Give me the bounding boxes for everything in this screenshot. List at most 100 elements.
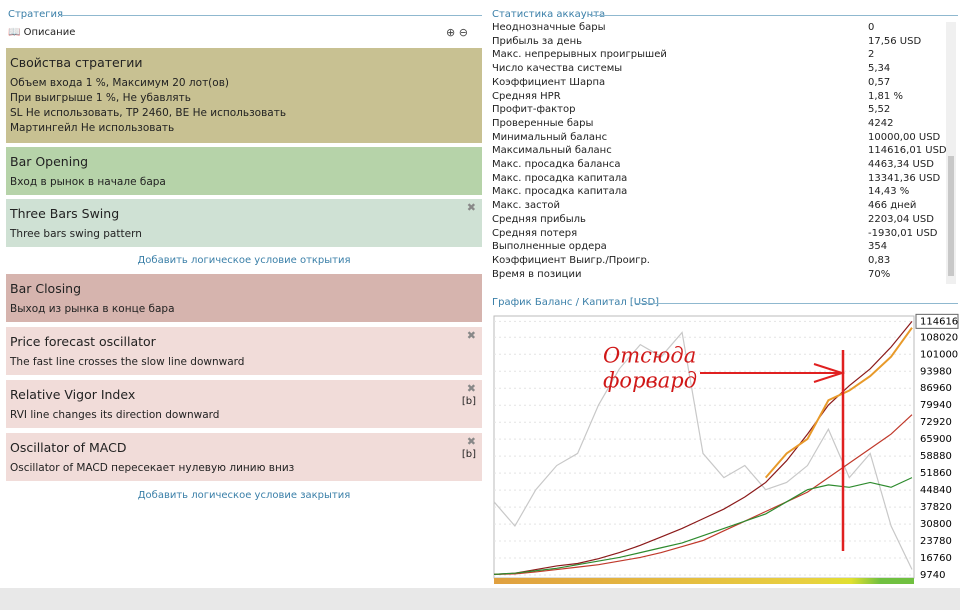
panel-title: Статистика аккаунта	[492, 9, 606, 20]
y-tick-label: 16760	[920, 553, 952, 564]
condition-block[interactable]: Bar Closing Выход из рынка в конце бара	[6, 274, 482, 322]
status-bar	[0, 588, 960, 610]
condition-block[interactable]: Relative Vigor Index RVI line changes its…	[6, 380, 482, 428]
stat-name: Макс. просадка капитала	[492, 186, 628, 198]
block-title: Three Bars Swing	[10, 206, 120, 221]
y-tick-label: 9740	[920, 570, 945, 581]
stat-name: Макс. просадка баланса	[492, 159, 621, 170]
stat-value: 2203,04 USD	[868, 213, 934, 225]
block-title: Bar Opening	[10, 154, 89, 169]
stat-value: 5,34	[868, 63, 891, 75]
properties-block[interactable]: Свойства стратегии Объем входа 1 %, Макс…	[6, 48, 482, 143]
block-text: Вход в рынок в начале бара	[10, 176, 166, 188]
stat-name: Средняя прибыль	[492, 213, 586, 225]
stat-name: Проверенные бары	[492, 117, 594, 129]
rule	[590, 15, 958, 16]
block-line: SL Не использовать, TP 2460, BE Не испол…	[10, 107, 287, 119]
remove-button[interactable]: ✖	[466, 382, 476, 395]
stat-name: Средняя потеря	[492, 227, 578, 239]
stat-name: Минимальный баланс	[492, 131, 608, 143]
stat-value: 1,81 %	[868, 90, 903, 102]
block-line: При выигрыше 1 %, Не убавлять	[10, 92, 191, 104]
y-tick-label: 37820	[920, 502, 952, 513]
stat-value: 70%	[868, 268, 891, 280]
stat-name: Коэффициент Выигр./Проигр.	[492, 254, 650, 266]
stat-name: Время в позиции	[492, 268, 582, 280]
stat-value: 17,56 USD	[868, 35, 922, 47]
toolbar-button[interactable]: 📖 Описание	[8, 27, 76, 38]
y-tick-label: 79940	[920, 400, 952, 411]
y-tick-label: 93980	[920, 366, 952, 377]
y-tick-label: 51860	[920, 468, 952, 479]
remove-button[interactable]: ✖	[466, 329, 476, 342]
plot-area	[493, 315, 915, 579]
stat-value: 466 дней	[868, 200, 917, 212]
block-text: Three bars swing pattern	[10, 228, 142, 240]
stat-value: 4242	[868, 117, 894, 129]
toolbar-label: Описание	[23, 27, 76, 38]
stat-value: 10000,00 USD	[868, 131, 941, 143]
block-flag: [b]	[461, 449, 476, 460]
stat-value: 0,57	[868, 76, 891, 88]
rule	[636, 303, 958, 304]
block-flag: [b]	[461, 396, 476, 407]
panel-title: Стратегия	[8, 9, 64, 20]
condition-block[interactable]: Oscillator of MACD Oscillator of MACD пер…	[6, 433, 482, 481]
stat-name: Прибыль за день	[492, 35, 583, 47]
y-tick-label: 101000	[920, 349, 958, 360]
block-text: The fast line crosses the slow line down…	[10, 356, 245, 368]
stat-name: Неоднозначные бары	[492, 22, 606, 33]
stat-name: Выполненные ордера	[492, 241, 607, 253]
y-tick-label: 65900	[920, 434, 952, 445]
y-tick-label: 72920	[920, 417, 952, 428]
annotation: Отсюда	[603, 344, 696, 368]
condition-block[interactable]: Bar Opening Вход в рынок в начале бара	[6, 147, 482, 195]
zoom-buttons[interactable]: ⊕ ⊖	[446, 26, 468, 39]
y-tick-label: 30800	[920, 519, 952, 530]
condition-block[interactable]: Price forecast oscillator The fast line c…	[6, 327, 482, 375]
y-tick-label: 58880	[920, 451, 952, 462]
block-title: Свойства стратегии	[10, 55, 143, 70]
arrow-head	[813, 363, 846, 383]
annotation: форвард	[603, 369, 697, 393]
stat-name: Максимальный баланс	[492, 145, 612, 157]
current-value-box	[915, 313, 959, 329]
block-text: RVI line changes its direction downward	[10, 409, 220, 421]
condition-block[interactable]: Three Bars Swing Three bars swing pattern…	[6, 199, 482, 247]
rule	[60, 15, 482, 16]
scrollbar[interactable]	[946, 22, 956, 284]
stat-value: 0,83	[868, 254, 891, 266]
stat-value: 114616,01 USD	[868, 145, 947, 157]
stat-name: Средняя HPR	[492, 90, 561, 102]
block-title: Price forecast oscillator	[10, 334, 156, 349]
block-title: Bar Closing	[10, 281, 82, 296]
y-tick-label: 108020	[920, 332, 958, 343]
stat-value: 14,43 %	[868, 186, 910, 198]
stat-name: Число качества системы	[492, 63, 623, 75]
series-line	[764, 327, 913, 479]
add-link[interactable]: Добавить логическое условие закрытия	[137, 490, 351, 501]
stat-name: Коэффициент Шарпа	[492, 76, 606, 88]
y-tick-label: 86960	[920, 383, 952, 394]
stat-value: 4463,34 USD	[868, 159, 934, 170]
stat-value: -1930,01 USD	[868, 227, 938, 239]
chart-title: График Баланс / Капитал [USD]	[492, 297, 660, 308]
stat-value: 0	[868, 22, 875, 33]
y-tick-label: 114616	[920, 316, 958, 327]
stat-name: Макс. застой	[492, 200, 561, 212]
stat-name: Профит-фактор	[492, 104, 576, 116]
block-text: Oscillator of MACD пересекает нулевую ли…	[10, 462, 295, 474]
remove-button[interactable]: ✖	[466, 201, 476, 214]
stat-name: Макс. просадка капитала	[492, 172, 628, 184]
add-link[interactable]: Добавить логическое условие открытия	[137, 255, 351, 266]
remove-button[interactable]: ✖	[466, 435, 476, 448]
block-line: Мартингейл Не использовать	[10, 122, 175, 134]
block-line: Объем входа 1 %, Максимум 20 лот(ов)	[10, 77, 229, 89]
stat-value: 13341,36 USD	[868, 172, 941, 184]
stat-value: 5,52	[868, 104, 891, 116]
stat-value: 2	[868, 49, 875, 61]
block-text: Выход из рынка в конце бара	[10, 303, 175, 315]
block-title: Oscillator of MACD	[10, 440, 127, 455]
